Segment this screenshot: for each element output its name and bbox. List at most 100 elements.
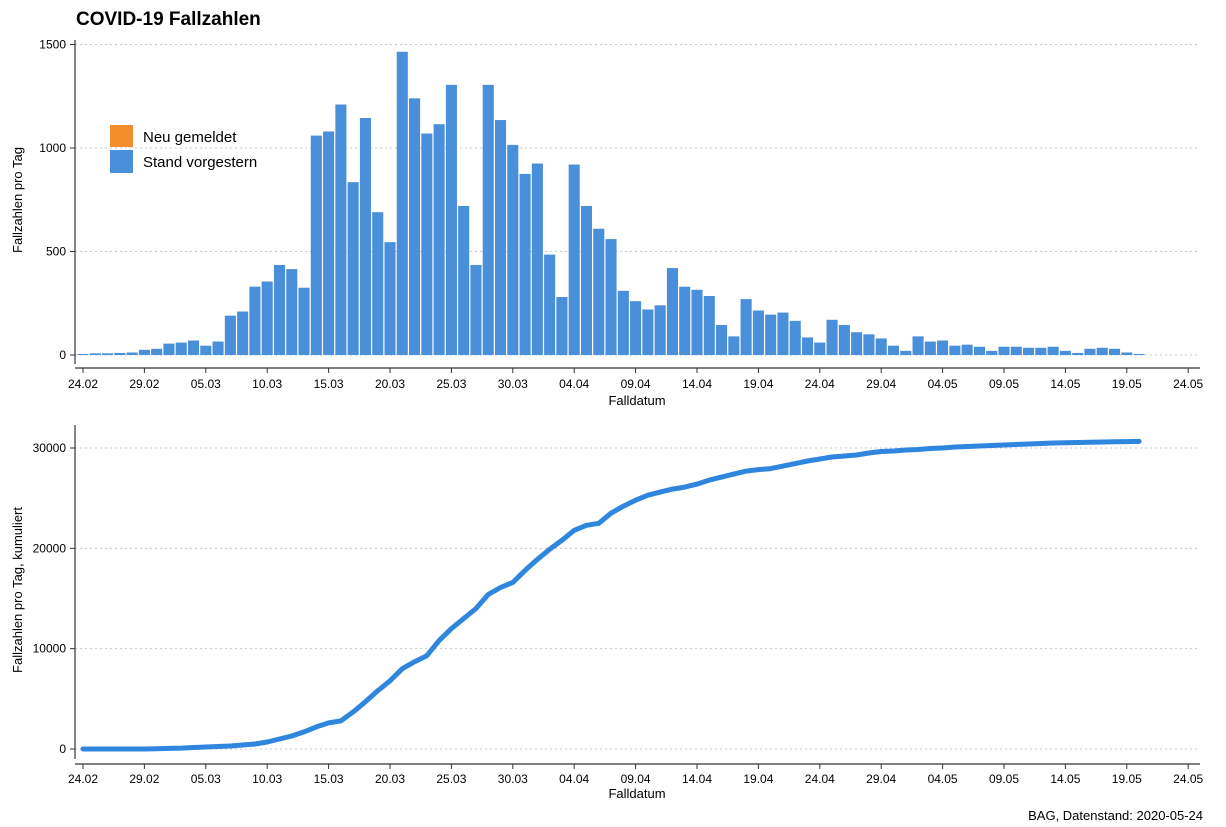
bar-stand-vorgestern — [826, 319, 838, 355]
x-tick-label-09-05: 09.05 — [989, 377, 1019, 391]
x-tick-label-29-02: 29.02 — [129, 377, 159, 391]
bar-stand-vorgestern — [777, 312, 789, 355]
bar-stand-vorgestern — [359, 117, 371, 355]
bar-stand-vorgestern — [77, 353, 89, 355]
bar-stand-vorgestern — [949, 345, 961, 355]
bar-stand-vorgestern — [851, 332, 863, 355]
daily-cases-panel: 0 500 1000 1500 24.02 29.02 05.03 10.03 15.03 20… — [10, 38, 1204, 409]
legend-swatch-stand-vorgestern — [110, 150, 133, 173]
x-tick-label-30-03: 30.03 — [498, 772, 528, 786]
bar-stand-vorgestern — [556, 297, 568, 355]
bar-stand-vorgestern — [286, 269, 298, 355]
bar-stand-vorgestern — [445, 84, 457, 356]
x-tick-label-19-05: 19.05 — [1112, 772, 1142, 786]
bar-stand-vorgestern — [789, 320, 801, 355]
y-tick-label: 1500 — [39, 38, 66, 52]
legend-label-stand-vorgestern: Stand vorgestern — [143, 154, 257, 171]
bar-stand-vorgestern — [89, 353, 101, 355]
legend-swatch-neu-gemeldet — [110, 125, 133, 147]
bar-stand-vorgestern — [494, 120, 507, 356]
bar-stand-vorgestern — [1035, 347, 1047, 355]
bar-stand-vorgestern — [580, 205, 593, 355]
legend-label-neu-gemeldet: Neu gemeldet — [143, 129, 237, 146]
bar-stand-vorgestern — [900, 350, 912, 355]
y-tick-label: 30000 — [33, 441, 67, 455]
bar-stand-vorgestern — [728, 336, 740, 355]
bar-stand-vorgestern — [187, 340, 200, 355]
bar-stand-vorgestern — [1108, 348, 1121, 355]
bar-stand-vorgestern — [347, 182, 359, 355]
bar-stand-vorgestern — [765, 314, 777, 355]
y-tick-label: 10000 — [33, 642, 67, 656]
bar-stand-vorgestern — [998, 346, 1010, 355]
bar-stand-vorgestern — [875, 338, 887, 355]
bar-stand-vorgestern — [961, 344, 973, 355]
bar-stand-vorgestern — [1133, 353, 1145, 355]
bottom-x-axis-title: Falldatum — [608, 786, 665, 801]
bar-stand-vorgestern — [470, 264, 482, 355]
cumulative-cases-panel: 0 10000 20000 30000 24.02 29.02 05.03 10.03 15.… — [10, 425, 1204, 801]
bar-stand-vorgestern — [1072, 352, 1084, 355]
bar-stand-vorgestern — [838, 324, 850, 355]
bar-stand-vorgestern — [421, 133, 433, 355]
top-y-ticks: 0 500 1000 1500 — [39, 38, 75, 362]
bar-stand-vorgestern — [200, 345, 212, 355]
x-tick-label-14-05: 14.05 — [1050, 377, 1080, 391]
x-tick-label-24-02: 24.02 — [68, 772, 98, 786]
bar-stand-vorgestern — [544, 254, 556, 355]
x-tick-label-04-04: 04.04 — [559, 377, 589, 391]
bar-stand-vorgestern — [740, 299, 752, 355]
bar-stand-vorgestern — [126, 352, 138, 355]
x-tick-label-29-02: 29.02 — [129, 772, 159, 786]
bar-stand-vorgestern — [654, 305, 666, 355]
bottom-x-ticks: 24.02 29.02 05.03 10.03 15.03 20.03 25.03 30.03… — [68, 764, 1204, 786]
bar-stand-vorgestern — [163, 343, 175, 355]
bar-stand-vorgestern — [630, 301, 642, 355]
bar-stand-vorgestern — [175, 342, 187, 355]
bar-stand-vorgestern — [814, 342, 826, 355]
x-tick-label-15-03: 15.03 — [314, 772, 344, 786]
bar-stand-vorgestern — [249, 286, 261, 355]
x-tick-label-05-03: 05.03 — [191, 772, 221, 786]
bar-stand-vorgestern — [372, 212, 384, 355]
top-x-ticks: 24.02 29.02 05.03 10.03 15.03 20.03 25.03 30.03… — [68, 368, 1204, 391]
bar-stand-vorgestern — [679, 286, 691, 355]
x-tick-label-25-03: 25.03 — [436, 772, 466, 786]
y-tick-label: 0 — [59, 742, 66, 756]
bar-stand-vorgestern — [1096, 347, 1108, 355]
bar-stand-vorgestern — [593, 228, 605, 355]
bar-stand-vorgestern — [1010, 346, 1022, 355]
x-tick-label-10-03: 10.03 — [252, 377, 282, 391]
bar-stand-vorgestern — [912, 336, 924, 355]
y-tick-label: 500 — [46, 245, 66, 259]
x-tick-label-19-04: 19.04 — [743, 772, 773, 786]
x-tick-label-29-04: 29.04 — [866, 772, 896, 786]
bar-stand-vorgestern — [114, 352, 126, 355]
bottom-y-axis-title: Fallzahlen pro Tag, kumuliert — [10, 507, 25, 673]
bar-stand-vorgestern — [716, 324, 728, 355]
bottom-gridlines — [75, 447, 1200, 750]
x-tick-label-14-04: 14.04 — [682, 377, 712, 391]
caption: BAG, Datenstand: 2020-05-24 — [1028, 808, 1203, 823]
x-tick-label-14-05: 14.05 — [1050, 772, 1080, 786]
legend: Neu gemeldet Stand vorgestern — [110, 125, 257, 173]
bar-stand-vorgestern — [605, 239, 617, 355]
bar-stand-vorgestern — [666, 268, 678, 355]
y-tick-label: 0 — [59, 348, 66, 362]
bar-stand-vorgestern — [482, 84, 494, 356]
bar-stand-vorgestern — [937, 340, 949, 355]
x-tick-label-04-05: 04.05 — [928, 772, 958, 786]
x-tick-label-20-03: 20.03 — [375, 772, 405, 786]
bar-stand-vorgestern — [1023, 347, 1035, 355]
x-tick-label-29-04: 29.04 — [866, 377, 896, 391]
y-tick-label: 20000 — [33, 541, 67, 555]
bar-stand-vorgestern — [752, 310, 764, 355]
bar-stand-vorgestern — [986, 350, 998, 355]
top-y-axis-title: Fallzahlen pro Tag — [10, 147, 25, 253]
bar-stand-vorgestern — [887, 345, 900, 355]
y-tick-label: 1000 — [39, 141, 66, 155]
x-tick-label-30-03: 30.03 — [498, 377, 528, 391]
bar-stand-vorgestern — [973, 346, 985, 355]
bar-stand-vorgestern — [863, 334, 875, 355]
